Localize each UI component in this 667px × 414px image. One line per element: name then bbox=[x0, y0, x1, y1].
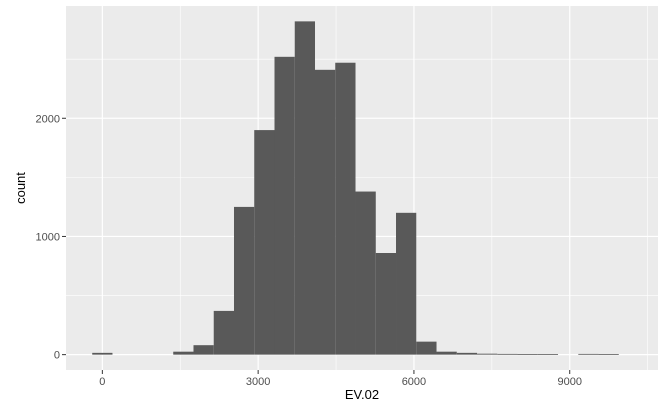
x-tick-label: 3000 bbox=[246, 376, 270, 388]
histogram-bar bbox=[213, 310, 234, 355]
histogram-bar bbox=[456, 352, 478, 355]
y-axis-title: count bbox=[13, 172, 28, 204]
histogram-bar bbox=[254, 130, 275, 355]
x-tick-label: 9000 bbox=[557, 376, 581, 388]
histogram-bar bbox=[578, 353, 599, 355]
x-axis-title: EV.02 bbox=[345, 387, 379, 402]
histogram-bar bbox=[416, 341, 437, 355]
histogram-bar bbox=[92, 352, 113, 355]
histogram-bar bbox=[193, 345, 214, 355]
histogram-bar bbox=[335, 62, 356, 355]
histogram-bar bbox=[294, 21, 316, 355]
histogram-bar bbox=[396, 212, 417, 355]
histogram-bar bbox=[537, 354, 559, 355]
y-axis: 0 1000 2000 bbox=[36, 113, 66, 362]
x-axis: 0 3000 6000 9000 bbox=[99, 370, 582, 388]
histogram-bar bbox=[315, 69, 336, 355]
histogram-bar bbox=[436, 351, 457, 355]
y-tick-label: 0 bbox=[54, 350, 60, 362]
histogram-bar bbox=[375, 253, 397, 355]
histogram-bar bbox=[355, 191, 376, 355]
histogram-bar bbox=[173, 351, 194, 355]
x-tick-label: 6000 bbox=[402, 376, 426, 388]
x-tick-label: 0 bbox=[99, 376, 105, 388]
y-tick-label: 1000 bbox=[36, 231, 60, 243]
histogram-bars bbox=[92, 21, 619, 355]
histogram-bar bbox=[598, 354, 619, 355]
histogram-bar bbox=[233, 206, 255, 355]
y-tick-label: 2000 bbox=[36, 113, 60, 125]
histogram-bar bbox=[274, 56, 295, 355]
histogram-bar bbox=[497, 353, 518, 355]
histogram-bar bbox=[517, 354, 538, 355]
histogram-bar bbox=[477, 353, 498, 355]
